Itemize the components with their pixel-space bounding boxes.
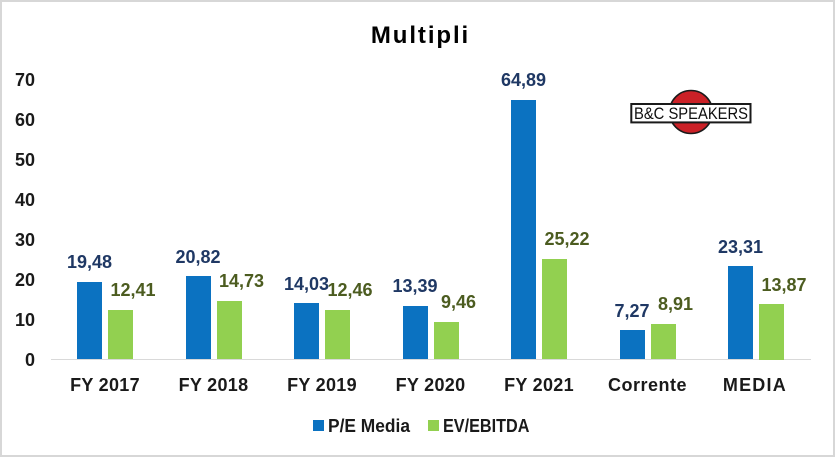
svg-text:B&C SPEAKERS: B&C SPEAKERS	[634, 104, 748, 123]
